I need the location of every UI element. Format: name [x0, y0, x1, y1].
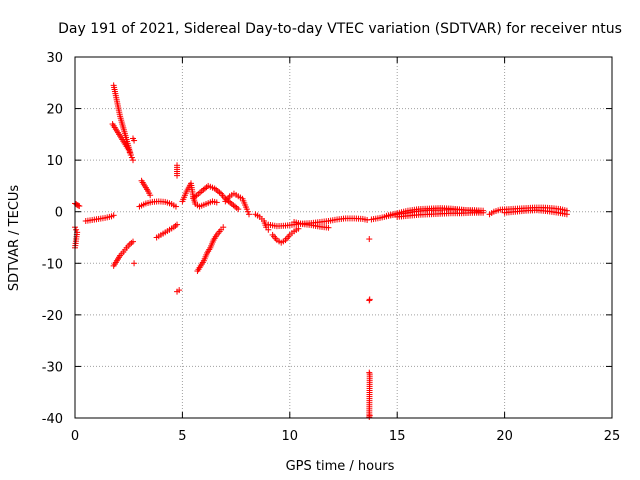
data-point	[220, 224, 227, 231]
data-point	[366, 236, 373, 243]
x-axis-label: GPS time / hours	[286, 459, 395, 474]
data-point	[127, 151, 134, 158]
data-point	[131, 137, 138, 144]
y-tick-label: 30	[46, 51, 63, 66]
data-point	[265, 226, 272, 233]
x-tick-label: 5	[178, 429, 186, 444]
y-tick-label: 20	[46, 103, 63, 118]
x-tick-label: 25	[604, 429, 621, 444]
data-points	[72, 82, 570, 420]
data-point	[174, 221, 181, 228]
data-point	[176, 287, 183, 294]
plot-frame	[74, 56, 613, 419]
data-point	[364, 216, 371, 223]
data-point	[110, 212, 117, 219]
y-tick-label: -30	[42, 360, 63, 375]
data-point	[75, 202, 82, 209]
axis-ticks: 0 5 10 15 20 25 30 20 10 0 -10 -20 -30 -40	[42, 51, 621, 444]
x-tick-label: 20	[496, 429, 513, 444]
y-tick-label: -20	[42, 309, 63, 324]
data-point	[147, 192, 154, 199]
x-tick-label: 10	[282, 429, 299, 444]
data-point	[76, 203, 83, 210]
y-axis-label: SDTVAR / TECUs	[7, 185, 22, 292]
data-point	[243, 206, 250, 213]
y-tick-label: -10	[42, 257, 63, 272]
data-point	[129, 238, 136, 245]
data-point	[128, 154, 135, 161]
data-point	[325, 224, 332, 231]
data-point	[366, 296, 373, 303]
chart-title: Day 191 of 2021, Sidereal Day-to-day VTE…	[58, 21, 622, 37]
data-point	[131, 260, 138, 267]
data-point	[174, 172, 181, 179]
data-point	[125, 146, 132, 153]
x-tick-label: 0	[71, 429, 79, 444]
data-point	[245, 211, 252, 218]
data-point	[213, 199, 220, 206]
data-point	[563, 211, 570, 218]
data-point	[73, 226, 80, 233]
x-tick-label: 15	[389, 429, 406, 444]
data-point	[126, 149, 133, 156]
data-point	[129, 157, 136, 164]
y-tick-label: 10	[46, 154, 63, 169]
y-tick-label: 0	[55, 206, 63, 221]
data-point	[480, 209, 487, 216]
data-point	[235, 206, 242, 213]
data-point	[172, 203, 179, 210]
data-point	[244, 208, 251, 215]
y-tick-label: -40	[42, 412, 63, 427]
data-point	[366, 412, 373, 419]
